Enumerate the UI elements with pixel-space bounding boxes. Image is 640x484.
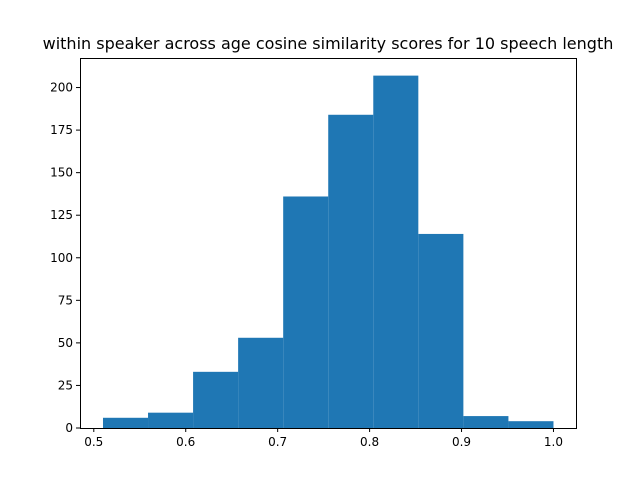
x-tick-label-1: 0.5	[84, 435, 103, 449]
histogram-bar-4	[238, 337, 284, 428]
histogram-bar-10	[508, 421, 554, 428]
y-tick-label-7: 150	[50, 166, 73, 180]
y-tick-label-8: 175	[50, 123, 73, 137]
x-tick-label-2: 0.6	[176, 435, 195, 449]
x-tick-label-3: 0.7	[268, 435, 287, 449]
y-tick-label-9: 200	[50, 81, 73, 95]
histogram-bar-9	[463, 416, 509, 428]
y-tick-label-5: 100	[50, 251, 73, 265]
y-tick-label-3: 50	[58, 336, 73, 350]
histogram-bar-8	[418, 233, 464, 428]
bars-group	[102, 75, 554, 428]
y-tick-label-2: 25	[58, 378, 73, 392]
x-axis: 0.5 0.6 0.7 0.8 0.9 1.0	[84, 428, 563, 449]
histogram-bar-6	[328, 114, 374, 428]
y-axis: 0 25 50 75 100 125 150 175 200	[50, 81, 80, 435]
histogram-bar-3	[193, 371, 239, 428]
histogram-bar-7	[373, 75, 419, 428]
histogram-bar-2	[148, 412, 194, 428]
y-tick-label-4: 75	[58, 293, 73, 307]
histogram-bar-5	[283, 196, 329, 428]
histogram-bar-1	[102, 417, 149, 428]
chart-title: within speaker across age cosine similar…	[43, 34, 614, 53]
x-tick-label-6: 1.0	[544, 435, 563, 449]
x-tick-label-4: 0.8	[360, 435, 379, 449]
y-tick-label-6: 125	[50, 208, 73, 222]
plot-frame	[80, 58, 577, 429]
y-tick-label-1: 0	[65, 421, 73, 435]
x-tick-label-5: 0.9	[452, 435, 471, 449]
